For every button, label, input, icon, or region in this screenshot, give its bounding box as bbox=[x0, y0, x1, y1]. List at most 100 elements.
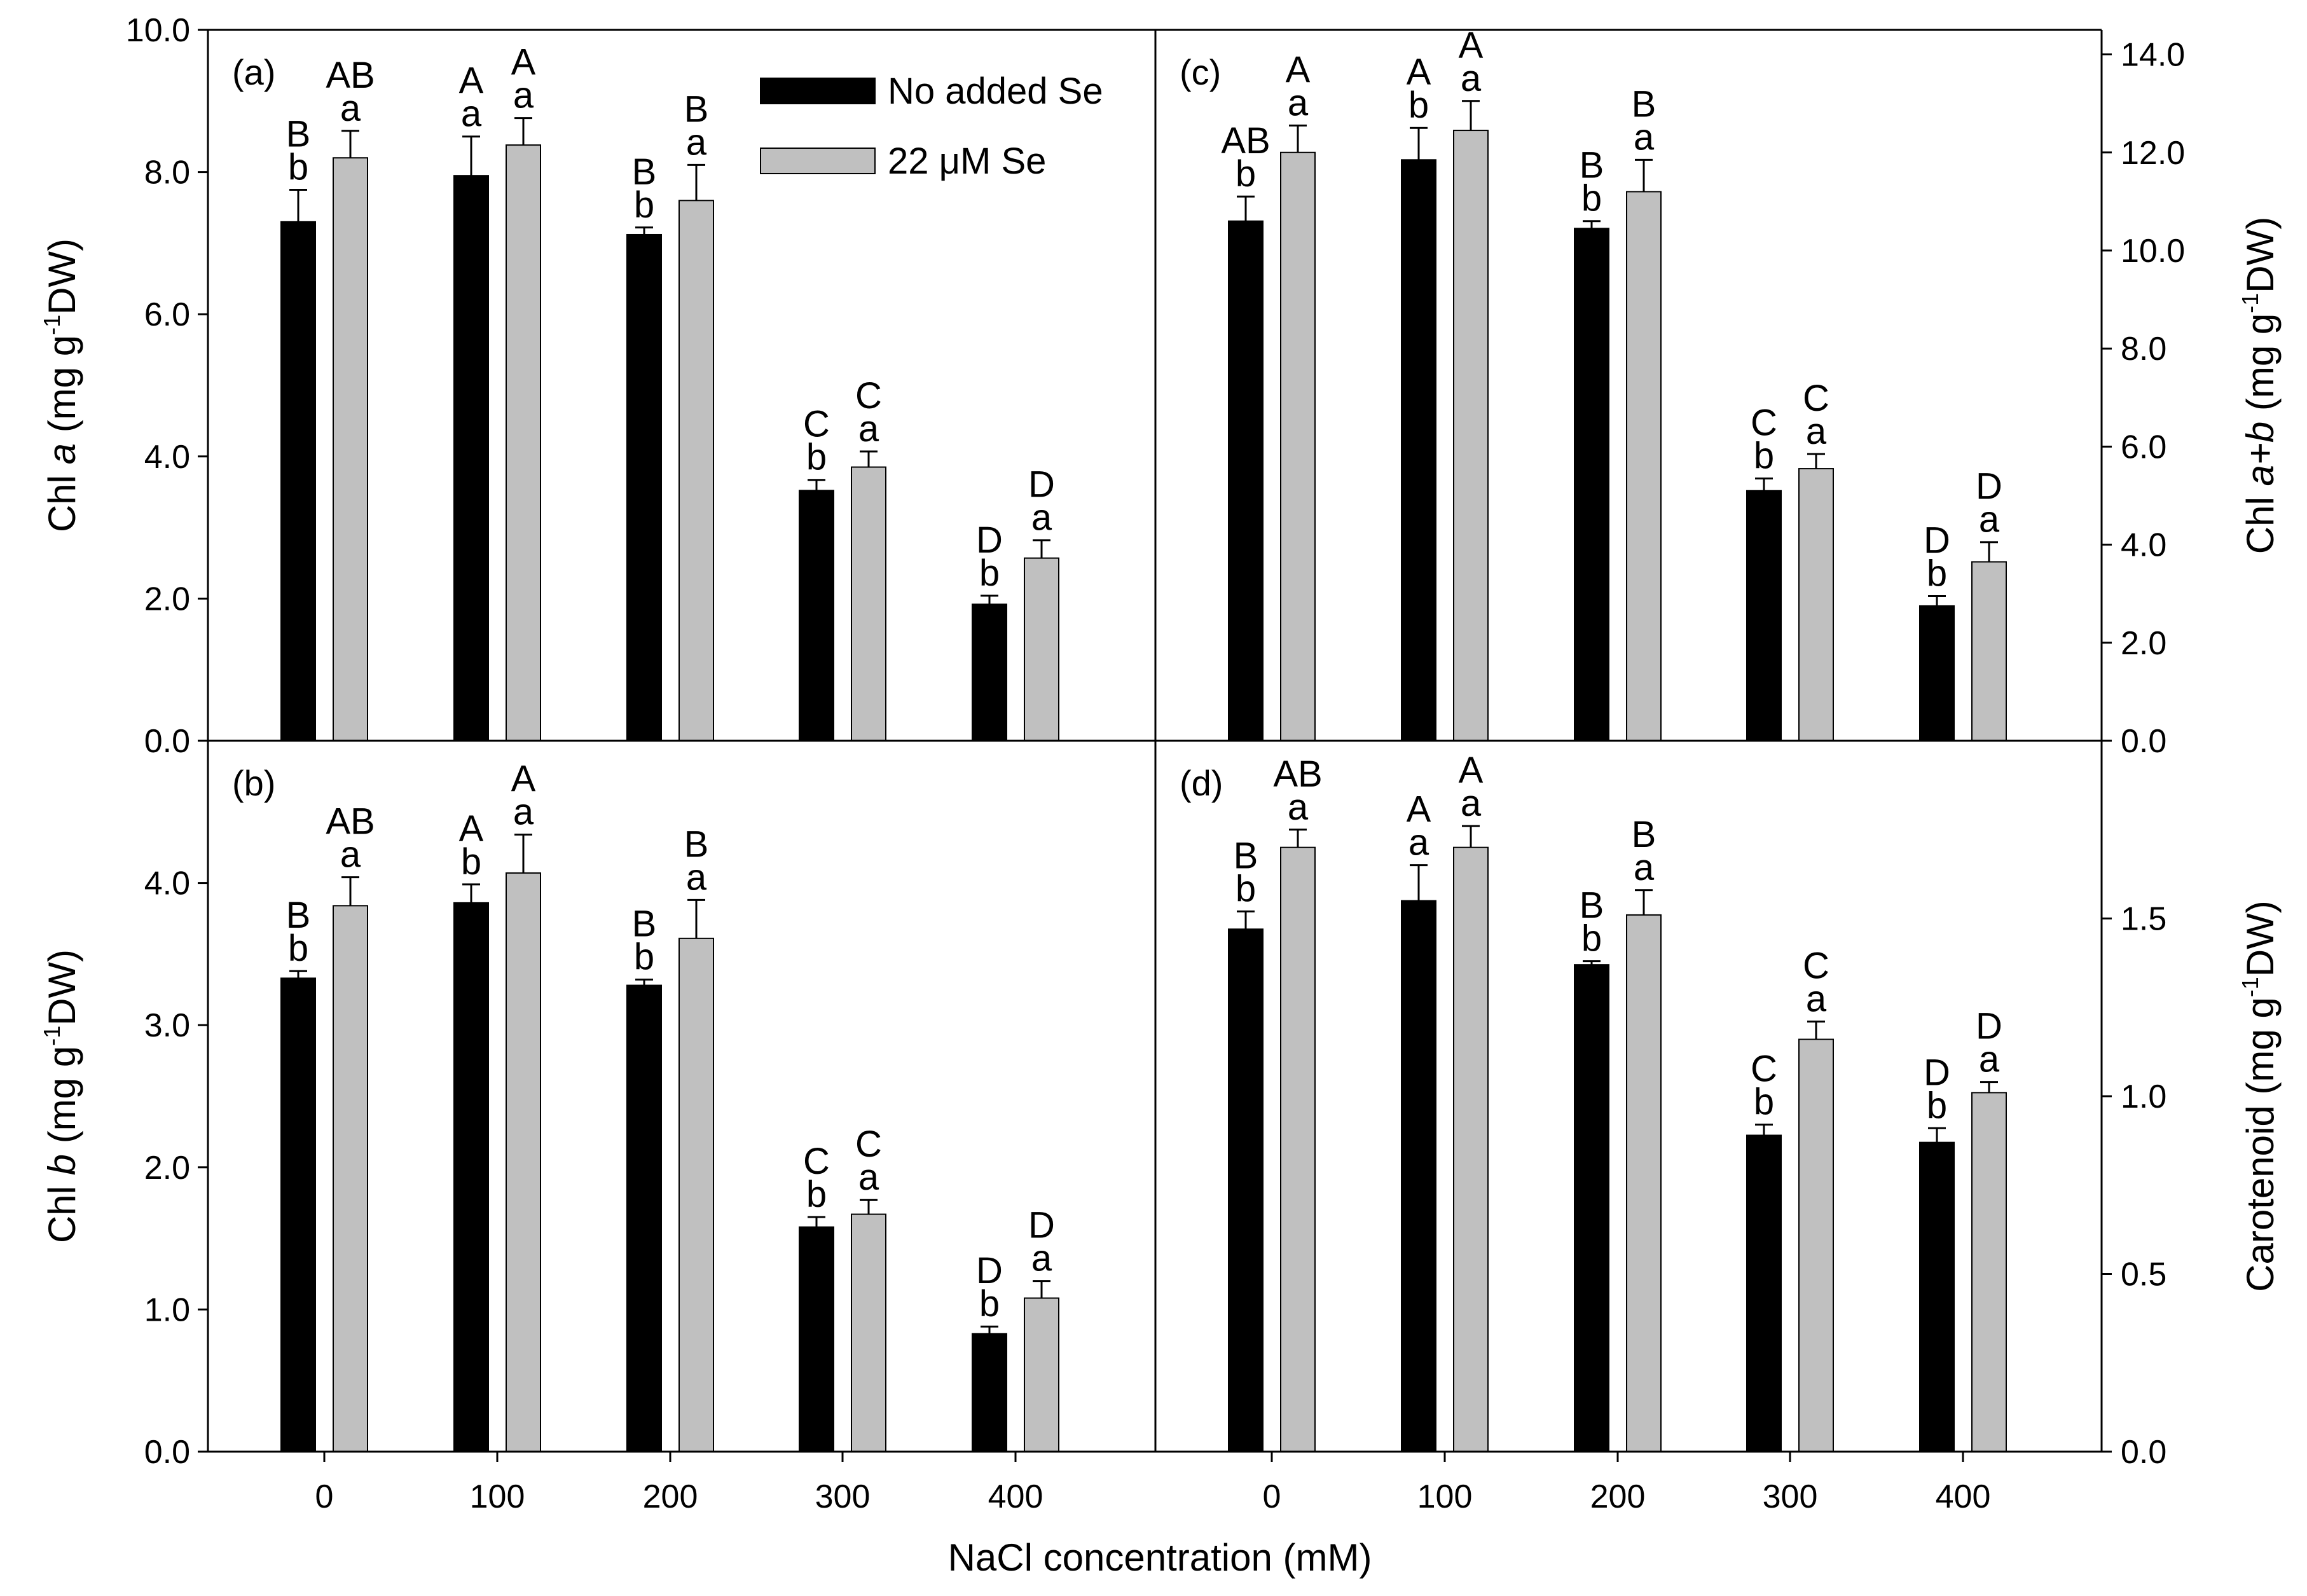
significance-letter-upper: B bbox=[286, 114, 311, 155]
bar-22-um-se bbox=[1971, 1092, 2007, 1453]
significance-letter-upper: C bbox=[1751, 402, 1777, 443]
bar-22-um-se bbox=[1280, 846, 1316, 1452]
significance-letter-lower: b bbox=[1236, 153, 1256, 195]
bar-22-um-se bbox=[333, 157, 368, 742]
panel-label: (a) bbox=[232, 52, 275, 92]
significance-letter-upper: C bbox=[855, 375, 882, 416]
significance-letter-lower: a bbox=[1979, 1039, 2000, 1080]
figure-frame bbox=[207, 29, 2103, 1453]
bar-22-um-se bbox=[851, 1213, 886, 1452]
y-tick-label: 2.0 bbox=[2121, 625, 2166, 662]
bar-no-added-se bbox=[1574, 964, 1609, 1453]
significance-letter-upper: C bbox=[1751, 1049, 1777, 1090]
legend: No added Se 22 μM Se bbox=[760, 71, 1103, 182]
significance-letter-lower: b bbox=[288, 147, 308, 188]
significance-letter-lower: b bbox=[1581, 178, 1602, 219]
significance-letter-lower: a bbox=[1031, 1238, 1052, 1279]
bar-22-um-se bbox=[1453, 130, 1489, 741]
y-tick-label: 8.0 bbox=[144, 155, 190, 191]
significance-letter-upper: C bbox=[1803, 378, 1829, 419]
y-tick-label: 6.0 bbox=[144, 296, 190, 333]
significance-letter-upper: B bbox=[286, 895, 311, 936]
bar-22-um-se bbox=[1280, 151, 1316, 742]
y-tick-label: 0.0 bbox=[144, 1434, 190, 1471]
x-tick-label: 0 bbox=[1263, 1478, 1281, 1515]
y-axis-title-part: DW) bbox=[2239, 217, 2282, 293]
significance-letter-upper: A bbox=[1459, 25, 1484, 66]
y-tick-label: 2.0 bbox=[144, 1150, 190, 1187]
significance-letter-lower: b bbox=[1754, 435, 1774, 476]
significance-letter-lower: a bbox=[1461, 783, 1482, 824]
bar-22-um-se bbox=[678, 937, 714, 1452]
bar-no-added-se bbox=[453, 175, 489, 741]
significance-letter-lower: a bbox=[1806, 411, 1827, 452]
bar-no-added-se bbox=[1746, 490, 1782, 741]
significance-letter-upper: A bbox=[511, 42, 536, 83]
significance-letter-upper: D bbox=[1976, 1006, 2002, 1047]
bar-no-added-se bbox=[1746, 1134, 1782, 1452]
y-axis-title: Carotenoid (mg g-1DW) bbox=[2237, 900, 2282, 1292]
significance-letter-lower: a bbox=[340, 88, 361, 129]
x-tick-label: 400 bbox=[1936, 1478, 1991, 1515]
legend-label-no-added-se: No added Se bbox=[888, 71, 1103, 112]
significance-letter-upper: D bbox=[1028, 1205, 1055, 1246]
significance-letter-lower: b bbox=[1236, 868, 1256, 909]
y-tick-label: 12.0 bbox=[2121, 135, 2185, 172]
significance-letter-lower: a bbox=[686, 856, 707, 898]
bar-no-added-se bbox=[1228, 928, 1264, 1452]
significance-letter-upper: A bbox=[1407, 52, 1431, 93]
bar-22-um-se bbox=[851, 466, 886, 741]
panel-label: (b) bbox=[232, 763, 275, 803]
y-tick-label: 4.0 bbox=[2121, 527, 2166, 564]
y-tick-label: 0.0 bbox=[2121, 1434, 2166, 1471]
bar-22-um-se bbox=[1626, 914, 1662, 1453]
significance-letter-lower: b bbox=[1927, 553, 1947, 595]
significance-letter-lower: b bbox=[461, 841, 481, 883]
bar-22-um-se bbox=[506, 872, 541, 1452]
y-axis-title: Chl b (mg g-1DW) bbox=[39, 949, 83, 1243]
y-tick-label: 10.0 bbox=[2121, 233, 2185, 270]
x-tick-label: 0 bbox=[315, 1478, 334, 1515]
significance-letter-upper: D bbox=[1976, 466, 2002, 507]
significance-letter-upper: B bbox=[1234, 835, 1258, 876]
significance-letter-lower: a bbox=[686, 121, 707, 163]
significance-letter-upper: D bbox=[976, 1250, 1003, 1291]
significance-letter-upper: AB bbox=[326, 801, 375, 843]
bar-no-added-se bbox=[1919, 1141, 1955, 1453]
bar-no-added-se bbox=[972, 1333, 1007, 1453]
x-tick-label: 100 bbox=[470, 1478, 525, 1515]
significance-letter-upper: D bbox=[1924, 520, 1950, 561]
x-axis-title: NaCl concentration (mM) bbox=[948, 1536, 1372, 1579]
bar-no-added-se bbox=[280, 221, 316, 741]
y-axis-title: Chl a+b (mg g-1DW) bbox=[2237, 217, 2282, 554]
significance-letter-upper: A bbox=[1459, 750, 1484, 791]
y-axis-title-part: DW) bbox=[41, 238, 83, 315]
y-tick-label: 3.0 bbox=[144, 1007, 190, 1044]
significance-letter-upper: AB bbox=[326, 55, 375, 96]
legend-label-22-um-se: 22 μM Se bbox=[888, 141, 1046, 182]
y-axis-title-part: (mg g bbox=[41, 335, 83, 443]
significance-letter-upper: C bbox=[855, 1124, 882, 1165]
y-axis-title: Chl a (mg g-1DW) bbox=[39, 238, 83, 532]
significance-letter-upper: B bbox=[1580, 885, 1604, 926]
x-tick-label: 200 bbox=[643, 1478, 698, 1515]
y-axis-title-part: (mg g bbox=[2239, 313, 2282, 422]
bar-no-added-se bbox=[799, 490, 834, 741]
legend-swatch-22-um-se bbox=[760, 148, 876, 174]
y-tick-label: 1.5 bbox=[2121, 901, 2166, 938]
significance-letter-upper: A bbox=[459, 60, 484, 102]
bar-no-added-se bbox=[1919, 605, 1955, 741]
bar-22-um-se bbox=[1024, 557, 1059, 741]
y-axis-title-part: b bbox=[41, 1154, 83, 1175]
legend-swatch-no-added-se bbox=[760, 78, 876, 104]
y-axis-title-part: DW) bbox=[2239, 900, 2282, 977]
significance-letter-lower: a bbox=[1288, 787, 1309, 828]
y-axis-title-part: Carotenoid (mg g bbox=[2239, 997, 2282, 1292]
y-axis-title-part: Chl bbox=[41, 1175, 83, 1243]
significance-letter-upper: AB bbox=[1273, 753, 1322, 795]
significance-letter-lower: b bbox=[1754, 1082, 1774, 1123]
significance-letter-lower: b bbox=[1581, 918, 1602, 960]
y-axis-title-part: -1 bbox=[39, 1026, 65, 1046]
significance-letter-lower: a bbox=[1806, 979, 1827, 1020]
